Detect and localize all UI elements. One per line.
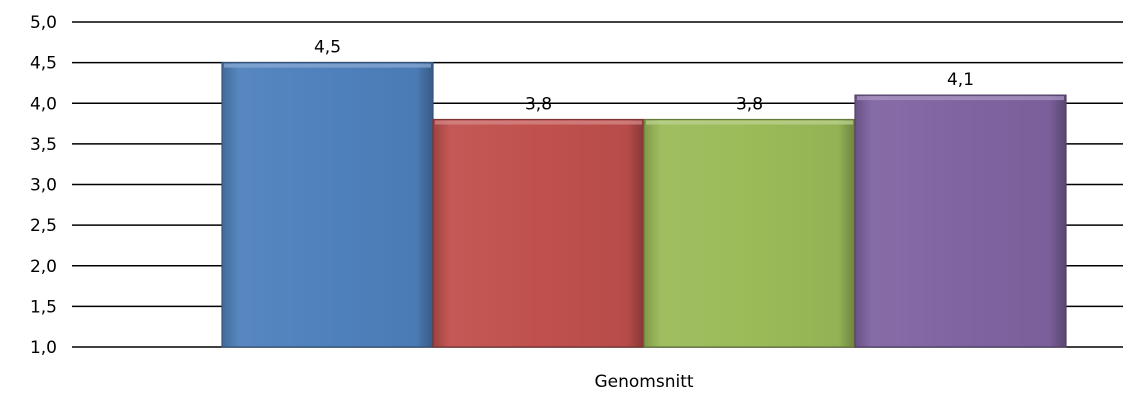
bar-highlight (646, 120, 853, 125)
bar-highlight (435, 120, 642, 125)
data-label-series-1: 4,5 (314, 38, 341, 58)
x-axis-category-labels: Genomsnitt (594, 372, 693, 392)
y-tick-label: 2,5 (30, 216, 57, 236)
data-label-series-2: 3,8 (525, 95, 552, 115)
category-label: Genomsnitt (594, 372, 693, 392)
bar-highlight (857, 96, 1064, 101)
y-tick-label: 1,5 (30, 297, 57, 317)
y-axis-tick-labels: 1,0 1,5 2,0 2,5 3,0 3,5 4,0 4,5 5,0 (30, 13, 57, 358)
y-tick-label: 4,5 (30, 54, 57, 74)
y-tick-label: 4,0 (30, 94, 57, 114)
bar-highlight (224, 63, 431, 68)
data-label-series-3: 3,8 (736, 95, 763, 115)
bar-series-3 (643, 118, 856, 348)
y-tick-label: 2,0 (30, 257, 57, 277)
y-tick-label: 3,0 (30, 176, 57, 196)
y-tick-label: 3,5 (30, 135, 57, 155)
bar-series-2 (432, 118, 645, 348)
bars (221, 62, 1067, 348)
data-labels: 4,5 3,8 3,8 4,1 (314, 38, 974, 115)
bar-series-4 (854, 94, 1067, 348)
y-tick-label: 5,0 (30, 13, 57, 33)
data-label-series-4: 4,1 (947, 70, 974, 90)
y-tick-label: 1,0 (30, 338, 57, 358)
bar-series-1 (221, 62, 434, 348)
